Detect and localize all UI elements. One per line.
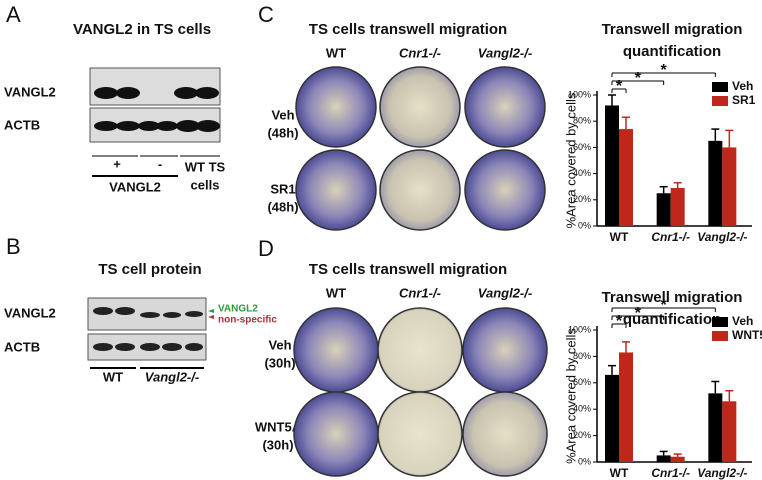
legend-label: Veh [732, 79, 753, 93]
y-tick-label: 100% [568, 324, 591, 334]
row-label: Veh [271, 107, 294, 122]
bar [722, 147, 737, 226]
bar [708, 140, 723, 226]
blot [89, 67, 221, 106]
legend-label: WNT5A [732, 328, 762, 342]
bands [94, 87, 220, 132]
legend-swatch [712, 96, 728, 106]
y-tick-label: 0% [578, 456, 591, 466]
y-axis-label: %Area covered by cells [563, 92, 578, 228]
y-tick-label: 80% [573, 351, 591, 361]
sig-label: * [661, 62, 668, 79]
legend-swatch [712, 331, 728, 341]
y-axis-label: %Area covered by cells [563, 328, 578, 464]
row-label: WNT5A [255, 419, 302, 434]
sig-label: * [635, 305, 642, 322]
sig-label: * [635, 70, 642, 87]
panel-letter: C [258, 2, 274, 27]
y-tick-label: 60% [573, 142, 591, 152]
panel-title: VANGL2 in TS cells [73, 21, 211, 38]
lane-label: cells [191, 177, 220, 192]
arrow-label: non-specific [218, 315, 277, 326]
bar [619, 352, 633, 462]
sig-label: * [661, 297, 668, 314]
panel-title: TS cell protein [98, 261, 201, 278]
lane-label: WT [103, 369, 123, 384]
x-tick-label: Vangl2-/- [697, 230, 747, 244]
bar [656, 455, 671, 462]
legend-swatch [712, 82, 728, 92]
x-tick-label: WT [610, 466, 629, 480]
legend-label: SR1 [732, 93, 756, 107]
row-label: (30h) [264, 355, 295, 370]
y-tick-label: 60% [573, 377, 591, 387]
sig-label: * [616, 313, 623, 330]
chart-title: Transwell migration [602, 289, 743, 306]
y-tick-label: 100% [568, 89, 591, 99]
column-label: WT [326, 285, 346, 300]
y-tick-label: 40% [573, 168, 591, 178]
chart-title: Transwell migration [602, 21, 743, 38]
bands [93, 307, 203, 351]
x-tick-label: WT [610, 230, 629, 244]
bar [619, 129, 633, 226]
bar [670, 188, 685, 226]
y-tick-label: 20% [573, 194, 591, 204]
y-tick-label: 0% [578, 220, 591, 230]
y-tick-label: 20% [573, 430, 591, 440]
y-tick-label: 80% [573, 116, 591, 126]
legend-label: Veh [732, 314, 753, 328]
x-tick-label: Vangl2-/- [697, 466, 747, 480]
bar [708, 393, 723, 462]
dishes [293, 307, 548, 477]
legend-swatch [712, 317, 728, 327]
row-label: ACTB [4, 339, 40, 354]
sig-label: * [616, 78, 623, 95]
arrow [208, 309, 214, 313]
lane-label: - [158, 156, 162, 171]
bar [605, 374, 619, 462]
bar [670, 456, 685, 462]
lane-label: WT TS [185, 159, 226, 174]
panel-letter: D [258, 236, 274, 261]
arrow-label: VANGL2 [218, 304, 258, 315]
row-label: ACTB [4, 117, 40, 132]
row-label: (30h) [262, 437, 293, 452]
bar [722, 401, 737, 462]
arrow [208, 315, 214, 319]
panel-letter: A [6, 2, 21, 27]
group-label: VANGL2 [109, 179, 161, 194]
chart-title: quantification [623, 311, 721, 328]
dishes [295, 66, 546, 231]
row-label: (48h) [267, 199, 298, 214]
chart-title: quantification [623, 43, 721, 60]
lane-label: + [113, 156, 121, 171]
row-label: (48h) [267, 125, 298, 140]
x-tick-label: Cnr1-/- [651, 466, 690, 480]
x-tick-label: Cnr1-/- [651, 230, 690, 244]
bar [605, 105, 619, 226]
panel-title: TS cells transwell migration [309, 261, 507, 278]
lane-label: Vangl2-/- [145, 369, 199, 384]
column-label: WT [326, 45, 346, 60]
row-label: VANGL2 [4, 305, 56, 320]
row-label: SR1 [270, 181, 295, 196]
column-label: Vangl2-/- [478, 45, 532, 60]
row-label: Veh [268, 337, 291, 352]
panel-letter: B [6, 234, 21, 259]
panel-title: TS cells transwell migration [309, 21, 507, 38]
y-tick-label: 40% [573, 404, 591, 414]
row-label: VANGL2 [4, 84, 56, 99]
bar [656, 193, 671, 226]
column-label: Cnr1-/- [399, 285, 441, 300]
column-label: Vangl2-/- [478, 285, 532, 300]
column-label: Cnr1-/- [399, 45, 441, 60]
